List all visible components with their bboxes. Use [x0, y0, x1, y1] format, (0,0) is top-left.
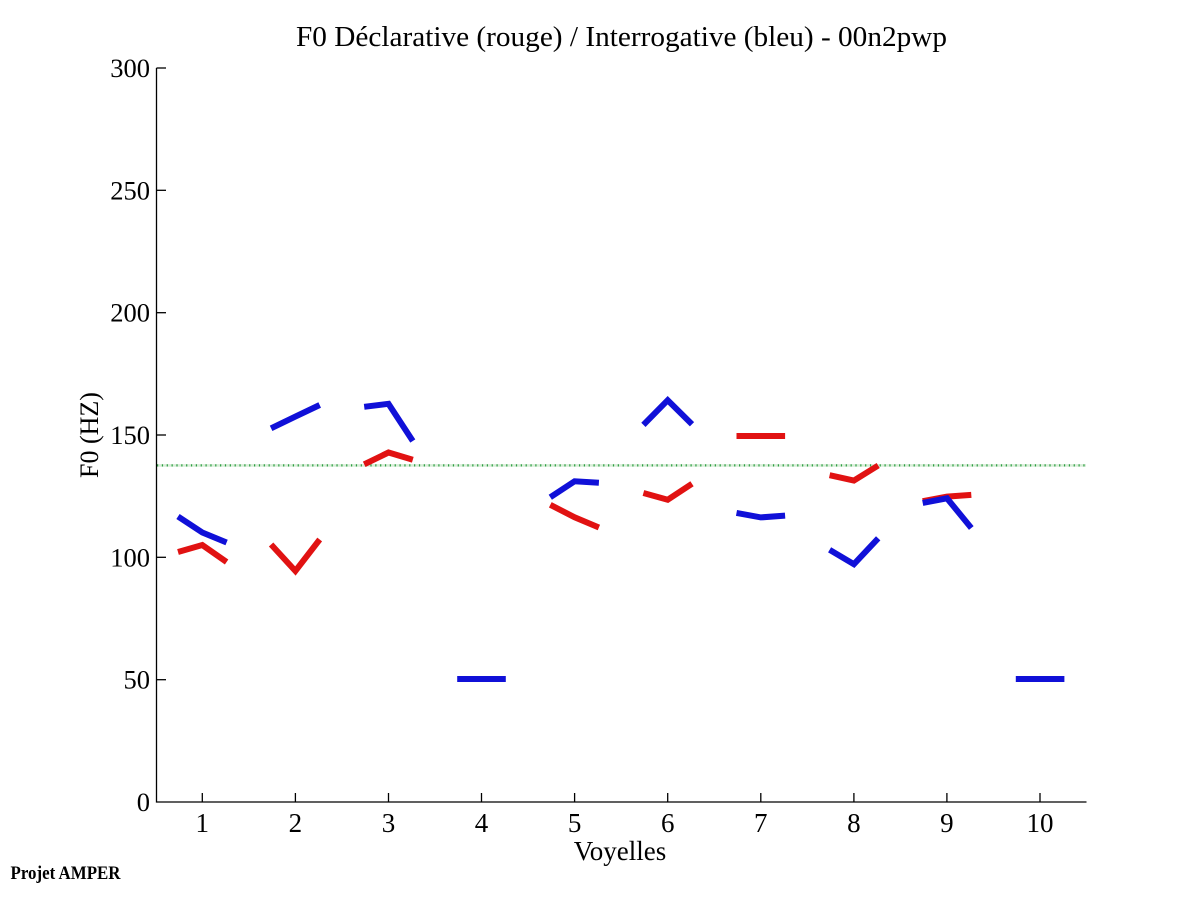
svg-text:100: 100 — [110, 542, 150, 572]
svg-text:50: 50 — [124, 665, 151, 695]
svg-text:3: 3 — [382, 808, 396, 838]
svg-text:200: 200 — [110, 298, 150, 328]
svg-text:Projet AMPER: Projet AMPER — [11, 863, 121, 884]
svg-text:Voyelles: Voyelles — [574, 836, 667, 866]
svg-text:9: 9 — [940, 808, 954, 838]
svg-text:300: 300 — [110, 53, 150, 83]
svg-text:F0 (HZ): F0 (HZ) — [75, 392, 104, 478]
svg-text:2: 2 — [289, 808, 303, 838]
svg-text:6: 6 — [661, 808, 675, 838]
svg-text:0: 0 — [137, 787, 150, 817]
svg-text:8: 8 — [847, 808, 861, 838]
svg-text:7: 7 — [754, 808, 768, 838]
svg-text:150: 150 — [110, 420, 150, 450]
svg-text:250: 250 — [110, 175, 150, 205]
svg-text:F0 Déclarative (rouge) / Inter: F0 Déclarative (rouge) / Interrogative (… — [296, 22, 947, 53]
svg-text:4: 4 — [475, 808, 489, 838]
svg-text:10: 10 — [1027, 808, 1054, 838]
svg-text:1: 1 — [196, 808, 210, 838]
svg-text:5: 5 — [568, 808, 582, 838]
